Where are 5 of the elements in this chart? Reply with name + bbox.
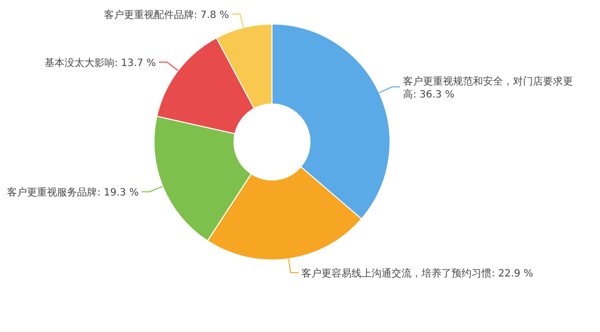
slice-label: 基本没太大影响: 13.7 % xyxy=(44,57,156,70)
slice-label: 客户更重视服务品牌: 19.3 % xyxy=(7,186,139,199)
slice-label: 客户更容易线上沟通交流，培养了预约习惯: 22.9 % xyxy=(302,268,534,280)
slice-label: 客户更重视配件品牌: 7.8 % xyxy=(104,8,229,21)
slice-label: 客户更重视规范和安全，对门店要求更高: 36.3 % xyxy=(402,75,573,100)
